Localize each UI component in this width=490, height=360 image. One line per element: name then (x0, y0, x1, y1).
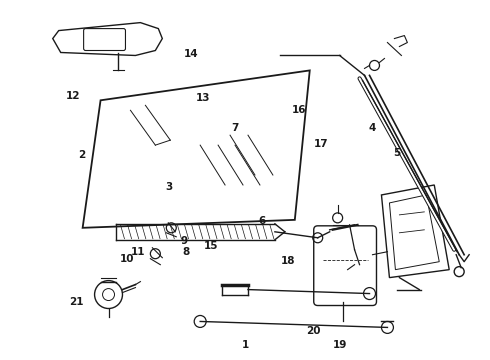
Text: 17: 17 (313, 139, 328, 149)
Text: 16: 16 (292, 105, 306, 115)
Text: 21: 21 (70, 297, 84, 307)
Text: 1: 1 (242, 340, 248, 350)
Text: 6: 6 (258, 216, 266, 226)
Text: 11: 11 (130, 247, 145, 257)
Text: 13: 13 (196, 93, 211, 103)
Text: 15: 15 (203, 241, 218, 251)
Text: 5: 5 (392, 148, 400, 158)
Text: 2: 2 (78, 150, 85, 160)
Text: 19: 19 (333, 340, 347, 350)
Text: 12: 12 (66, 91, 80, 101)
Text: 14: 14 (184, 49, 198, 59)
Text: 10: 10 (120, 254, 134, 264)
Text: 7: 7 (232, 123, 239, 133)
Text: 8: 8 (183, 247, 190, 257)
Text: 3: 3 (166, 182, 173, 192)
Text: 20: 20 (306, 325, 320, 336)
Text: 18: 18 (281, 256, 295, 266)
Text: 4: 4 (368, 123, 376, 133)
Text: 9: 9 (180, 236, 188, 246)
